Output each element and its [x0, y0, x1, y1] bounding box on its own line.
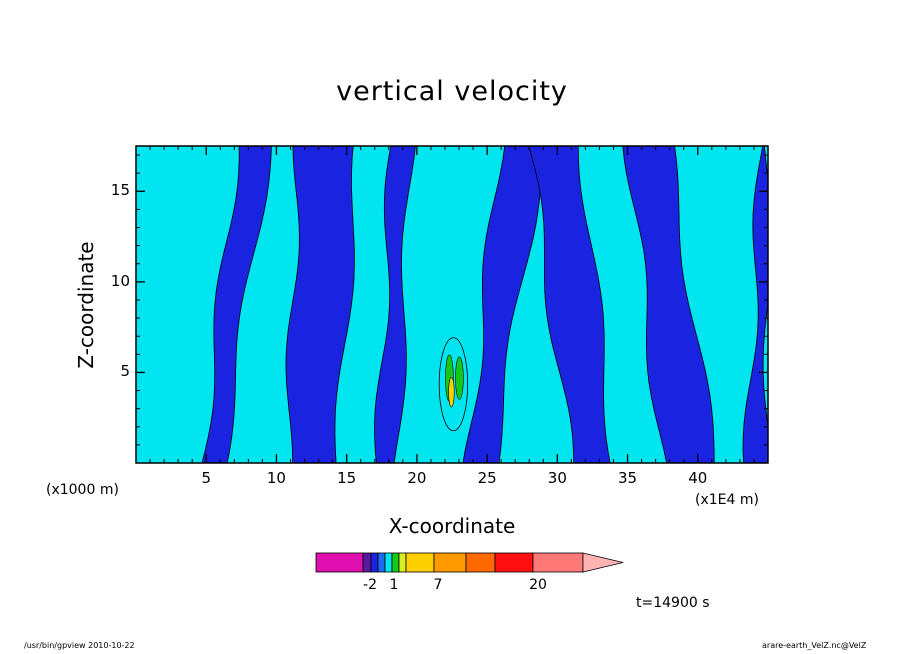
colorbar-arrow — [582, 552, 624, 573]
colorbar-label: 1 — [389, 577, 399, 593]
x-tick-label: 35 — [618, 469, 638, 487]
downdraft-band — [201, 146, 272, 463]
plot-area — [136, 146, 768, 463]
colorbar-swatch — [315, 552, 364, 573]
downdraft-band — [462, 146, 543, 463]
colorbar-swatch — [405, 552, 435, 573]
y-tick-label: 15 — [110, 181, 130, 200]
downdraft-band — [742, 146, 768, 463]
y-axis-unit: (x1000 m) — [46, 482, 119, 498]
downdraft-band — [528, 146, 611, 463]
colorbar-label: -2 — [363, 577, 377, 593]
time-annotation: t=14900 s — [636, 595, 710, 611]
x-axis-unit: (x1E4 m) — [695, 492, 759, 508]
colorbar-swatch — [370, 552, 379, 573]
colorbar-swatch — [532, 552, 584, 573]
colorbar-swatch — [465, 552, 496, 573]
downdraft-band — [374, 146, 416, 463]
colorbar-swatch — [384, 552, 393, 573]
updraft-green-right — [455, 356, 464, 400]
colorbar-swatch — [391, 552, 400, 573]
colorbar-swatch — [362, 552, 372, 573]
axis-ticks — [136, 146, 768, 463]
x-tick-label: 5 — [201, 469, 211, 487]
x-axis-label: X-coordinate — [388, 514, 516, 538]
footer-program: /usr/bin/gpview 2010-10-22 — [24, 641, 135, 650]
updraft-yellow-core — [448, 377, 455, 408]
y-tick-label: 10 — [110, 271, 130, 290]
downdraft-band — [622, 146, 715, 463]
colorbar-swatch — [433, 552, 467, 573]
colorbar-swatch — [398, 552, 407, 573]
downdraft-band — [285, 146, 355, 463]
colorbar-label: 20 — [529, 577, 547, 593]
y-tick-label: 5 — [120, 362, 130, 381]
x-tick-label: 40 — [688, 469, 708, 487]
x-tick-label: 15 — [337, 469, 357, 487]
colorbar-label: 7 — [433, 577, 443, 593]
x-tick-label: 20 — [407, 469, 427, 487]
x-tick-label: 25 — [477, 469, 497, 487]
colorbar — [315, 552, 624, 573]
plot-frame — [135, 145, 769, 464]
chart-title: vertical velocity — [336, 76, 568, 107]
x-tick-label: 10 — [266, 469, 286, 487]
footer-file: arare-earth_VelZ.nc@VelZ — [762, 641, 867, 650]
x-tick-label: 30 — [547, 469, 567, 487]
colorbar-swatch — [377, 552, 386, 573]
colorbar-swatch — [494, 552, 534, 573]
